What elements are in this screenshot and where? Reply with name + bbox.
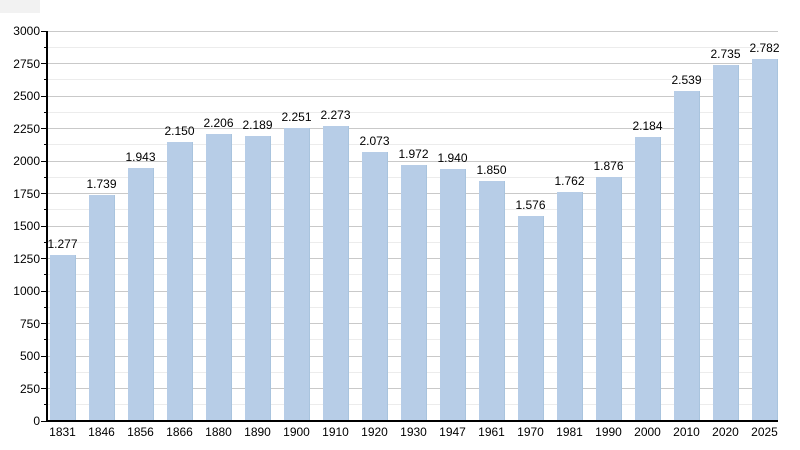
- x-tick-label: 1910: [322, 425, 349, 439]
- y-tick-label: 250: [19, 381, 40, 396]
- x-tick-label: 1961: [478, 425, 505, 439]
- bar: [245, 136, 271, 421]
- x-tick-label: 2010: [673, 425, 700, 439]
- x-tick-label: 2025: [751, 425, 778, 439]
- bar-value-label: 1.739: [86, 176, 117, 191]
- bar: [440, 168, 466, 421]
- x-axis-line: [46, 420, 778, 422]
- bar: [50, 254, 76, 421]
- y-major-tick: [41, 355, 48, 357]
- bar: [635, 137, 661, 421]
- y-major-tick: [41, 225, 48, 227]
- y-major-tick: [41, 95, 48, 97]
- bar-value-label: 1.876: [593, 159, 624, 174]
- bar: [89, 194, 115, 421]
- bar: [674, 90, 700, 421]
- y-major-tick: [41, 388, 48, 389]
- x-tick-label: 1831: [49, 425, 76, 439]
- y-major-tick: [41, 160, 48, 162]
- top-left-artifact: [0, 0, 40, 13]
- bar-value-label: 2.273: [320, 107, 351, 122]
- bar-value-label: 1.943: [125, 150, 156, 165]
- bar-value-label: 1.972: [398, 146, 429, 161]
- y-major-tick: [41, 30, 48, 32]
- bar: [323, 125, 349, 421]
- bar: [752, 59, 778, 421]
- bar: [206, 134, 232, 421]
- bar-value-label: 2.539: [671, 72, 702, 87]
- y-major-tick: [41, 290, 48, 292]
- bar: [128, 168, 154, 421]
- gridline-major: [48, 95, 778, 97]
- bar: [479, 180, 505, 421]
- gridline-major: [48, 30, 778, 32]
- y-tick-label: 750: [19, 316, 40, 331]
- x-tick-label: 1900: [283, 425, 310, 439]
- bar-value-label: 2.150: [164, 123, 195, 138]
- y-tick-label: 1500: [13, 219, 40, 233]
- gridline-minor: [48, 79, 778, 81]
- x-tick-label: 1880: [205, 425, 232, 439]
- x-tick-label: 1846: [88, 425, 115, 439]
- bar-value-label: 1.762: [554, 173, 585, 188]
- bar: [713, 65, 739, 421]
- bar-value-label: 1.277: [47, 236, 78, 251]
- x-tick-label: 1990: [595, 425, 622, 439]
- y-tick-label: 1250: [13, 251, 40, 266]
- y-major-tick: [41, 193, 48, 194]
- bar-value-label: 1.576: [515, 198, 546, 213]
- gridline-major: [48, 63, 778, 64]
- y-major-tick: [41, 128, 48, 129]
- y-tick-label: 2000: [13, 154, 40, 168]
- bar: [518, 216, 544, 421]
- bar-value-label: 2.206: [203, 116, 234, 131]
- y-tick-label: 1750: [13, 186, 40, 201]
- y-major-tick: [41, 63, 48, 64]
- y-tick-label: 2500: [13, 89, 40, 103]
- bar-value-label: 2.189: [242, 118, 273, 133]
- x-tick-label: 1981: [556, 425, 583, 439]
- gridline-minor: [48, 144, 778, 146]
- gridline-major: [48, 160, 778, 162]
- x-tick-label: 1866: [166, 425, 193, 439]
- x-tick-label: 1930: [400, 425, 427, 439]
- y-tick-label: 500: [19, 349, 40, 363]
- bar: [284, 128, 310, 421]
- bar-value-label: 1.940: [437, 150, 468, 165]
- y-major-tick: [41, 323, 48, 324]
- x-tick-label: 1890: [244, 425, 271, 439]
- gridline-minor: [48, 111, 778, 113]
- bar-value-label: 1.850: [476, 162, 507, 177]
- x-tick-label: 2020: [712, 425, 739, 439]
- bar: [596, 177, 622, 421]
- x-tick-label: 1970: [517, 425, 544, 439]
- x-tick-label: 1947: [439, 425, 466, 439]
- bar-value-label: 2.073: [359, 133, 390, 148]
- bar-value-label: 2.735: [710, 47, 741, 62]
- gridline-major: [48, 128, 778, 129]
- y-tick-label: 2250: [13, 121, 40, 136]
- bar-value-label: 2.251: [281, 110, 312, 125]
- bar: [401, 164, 427, 421]
- x-tick-label: 1856: [127, 425, 154, 439]
- bar: [362, 151, 388, 421]
- bar: [557, 191, 583, 421]
- y-axis-line: [46, 31, 48, 422]
- y-major-tick: [41, 258, 48, 259]
- x-tick-label: 1920: [361, 425, 388, 439]
- x-tick-label: 2000: [634, 425, 661, 439]
- bar-value-label: 2.184: [632, 119, 663, 134]
- y-major-tick: [41, 420, 48, 422]
- bar: [167, 141, 193, 421]
- y-tick-label: 1000: [13, 284, 40, 298]
- y-tick-label: 3000: [13, 24, 40, 38]
- bar-value-label: 2.782: [749, 41, 780, 56]
- gridline-minor: [48, 46, 778, 48]
- y-tick-label: 2750: [13, 56, 40, 71]
- y-tick-label: 0: [33, 414, 40, 428]
